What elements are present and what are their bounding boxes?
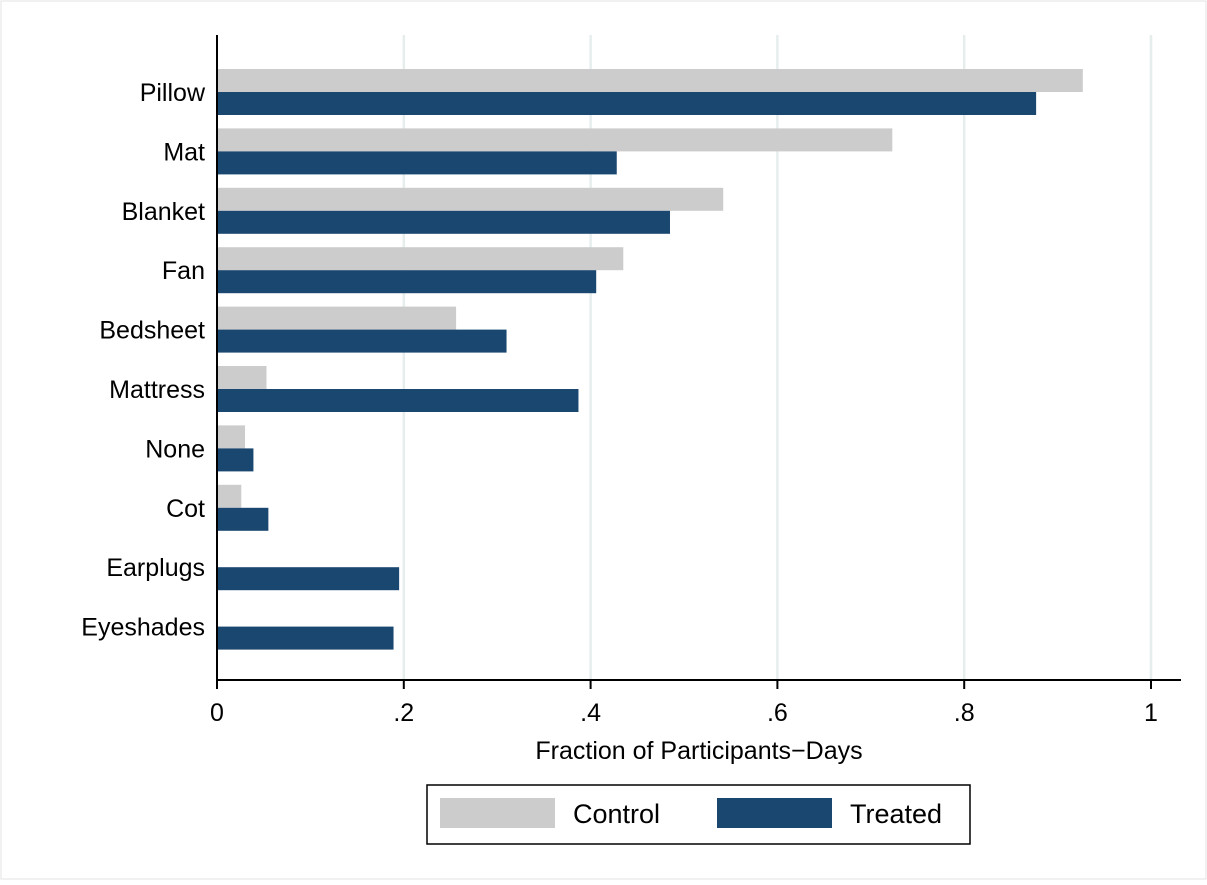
x-tick-label-4: .8 <box>954 699 975 727</box>
bar-control-blanket <box>217 187 724 211</box>
bars <box>217 69 1083 650</box>
x-tick-label-0: 0 <box>210 699 224 727</box>
bar-control-cot <box>217 484 242 508</box>
axes <box>216 35 1181 681</box>
bar-control-mat <box>217 128 893 152</box>
bar-control-fan <box>217 247 624 271</box>
legend-swatch-control <box>440 798 555 828</box>
bar-treated-fan <box>217 270 597 294</box>
category-label-eyeshades: Eyeshades <box>81 614 205 642</box>
category-label-cot: Cot <box>166 495 205 523</box>
x-axis-title: Fraction of Participants−Days <box>535 737 862 765</box>
x-axis-ticks: 0 .2 .4 .6 .8 1 <box>210 680 1158 727</box>
bar-treated-bedsheet <box>217 329 507 353</box>
category-labels: Pillow Mat Blanket Fan Bedsheet Mattress None C… <box>81 79 206 642</box>
x-tick-label-5: 1 <box>1144 699 1158 727</box>
bar-treated-pillow <box>217 92 1037 115</box>
bar-control-mattress <box>217 366 267 389</box>
category-label-pillow: Pillow <box>140 79 206 107</box>
category-label-bedsheet: Bedsheet <box>99 317 205 345</box>
x-tick-label-1: .2 <box>393 699 414 727</box>
bar-treated-cot <box>217 507 269 531</box>
category-label-fan: Fan <box>162 257 205 285</box>
bar-treated-mat <box>217 151 617 175</box>
bar-control-none <box>217 425 246 449</box>
legend-label-control: Control <box>573 799 660 829</box>
legend-label-treated: Treated <box>850 799 942 829</box>
bar-treated-mattress <box>217 389 579 412</box>
category-label-earplugs: Earplugs <box>106 554 205 582</box>
bar-control-bedsheet <box>217 306 457 330</box>
category-label-none: None <box>145 435 205 463</box>
category-label-mattress: Mattress <box>109 376 205 404</box>
bar-treated-earplugs <box>217 567 400 591</box>
x-tick-label-2: .4 <box>580 699 601 727</box>
category-label-blanket: Blanket <box>122 198 205 226</box>
category-label-mat: Mat <box>163 138 205 166</box>
legend: Control Treated <box>426 784 971 845</box>
bar-treated-blanket <box>217 210 670 234</box>
x-tick-label-3: .6 <box>767 699 788 727</box>
bar-treated-eyeshades <box>217 626 394 650</box>
bar-control-pillow <box>217 69 1083 92</box>
bar-treated-none <box>217 448 254 472</box>
legend-swatch-treated <box>717 798 832 828</box>
